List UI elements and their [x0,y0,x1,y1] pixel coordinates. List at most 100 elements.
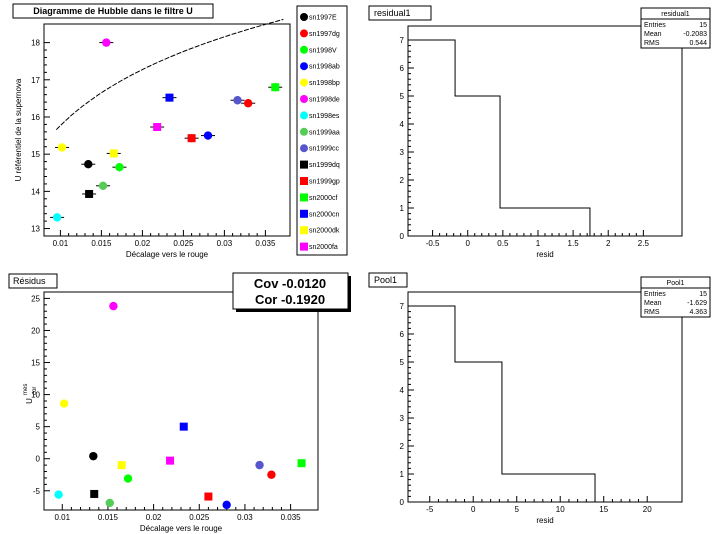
legend-label: sn1999dq [309,162,340,169]
legend-label: sn2000fa [309,244,338,251]
residus-xtick-label: 0.02 [146,513,162,522]
hubble-point [165,93,174,102]
pool1-xtick-label: 15 [599,505,608,514]
residus-point [105,498,114,508]
residus-point [54,490,63,499]
residus-plot-area: 0.01 0.015 0.02 0.025 0.03 0.035 -5 0 5 10 15 20 25 D… [23,291,319,533]
residual1-stats-rms-label: RMS [644,40,660,47]
hubble-xtick-label: 0.035 [255,239,276,248]
hubble-point [57,143,67,152]
residual1-xtick-label: 0 [465,239,470,248]
legend-marker [300,13,308,21]
pool1-xtick-label: 0 [471,505,476,514]
residus-xtick-label: 0.025 [189,513,210,522]
legend-label: sn1998bp [309,80,340,87]
cov-value: Cov -0.0120 [254,276,326,291]
legend-marker [300,209,308,218]
legend-marker [300,29,308,38]
residual1-title: residual1 [374,8,411,18]
pool1-title: Pool1 [374,275,397,285]
hubble-ytick-label: 16 [31,113,40,122]
legend-label: sn1998ab [309,64,340,71]
legend-label: sn1999aa [309,129,340,136]
hubble-ylabel: U référentiel de la supernova [14,78,23,181]
residual1-title-box [368,5,432,21]
residual1-xlabel: resid [536,250,553,259]
hubble-ytick-label: 13 [31,225,40,234]
residual1-stats-box: residual1 Entries 15 Mean -0.2083 RMS 0.544 [640,7,711,49]
hubble-xlabel: Décalage vers le rouge [126,250,209,259]
hubble-xtick-label: 0.01 [53,239,69,248]
residual1-xtick-label: 0.5 [497,239,509,248]
legend-entries: sn1997E sn1997dg sn1998V sn1998ab sn1998bp sn… [300,13,340,251]
residus-ylabel-main: U [25,398,34,404]
legend-marker [300,111,308,120]
residus-point [179,422,188,431]
residual1-stats-mean-value: -0.2083 [683,31,707,38]
residus-xtick-label: 0.03 [237,513,253,522]
legend-marker [300,45,308,54]
residus-ytick-label: 10 [31,391,40,400]
pool1-stats-entries-label: Entries [644,291,666,298]
hubble-xtick-label: 0.02 [135,239,151,248]
residual1-plot-area: -0.5 0 0.5 1 1.5 2 2.5 0 1 2 3 4 5 6 7 resid [400,25,683,259]
pool1-xtick-label: 5 [515,505,520,514]
pool1-xtick-label: -5 [426,505,434,514]
pool1-stats-name: Pool1 [667,280,685,287]
hubble-point [271,83,280,92]
pool1-xtick-label: 20 [643,505,652,514]
cov-box-frame [232,272,349,310]
legend-label: sn1997E [309,15,337,22]
residual1-ytick-label: 1 [400,204,405,213]
residual1-stats-frame [640,7,711,49]
hubble-fit-curve [55,18,284,131]
legend-label: sn1998es [309,113,340,120]
legend-marker [300,242,308,251]
residus-ytick-label: 15 [31,359,40,368]
residus-xtick-label: 0.01 [54,513,70,522]
pool1-frame [407,291,683,503]
hubble-point [84,160,93,169]
residus-ytick-label: 0 [36,455,41,464]
pool1-ytick-label: 4 [400,386,405,395]
legend-marker [300,177,308,185]
residus-panel: 0.01 0.015 0.02 0.025 0.03 0.035 -5 0 5 10 15 20 25 D… [8,272,351,533]
residual1-stats-mean-label: Mean [644,31,662,38]
pool1-ytick-label: 3 [400,414,405,423]
legend-marker [300,144,308,153]
legend-marker [300,226,308,235]
residual1-xtick-label: 1 [536,239,541,248]
legend-marker [300,193,308,202]
hubble-diagram-panel: 0.01 0.015 0.02 0.025 0.03 0.035 13 14 15 16 17 18 D… [12,3,291,259]
legend-label: sn2000dk [309,228,340,235]
residual1-stats-rms-value: 0.544 [689,40,707,47]
hubble-title-box [12,3,214,19]
hubble-point [52,213,62,222]
residual1-xtick-label: -0.5 [426,239,440,248]
residus-ylabel-sup: mes [23,384,29,395]
hubble-ytick-label: 14 [31,187,40,196]
legend-marker [300,78,308,87]
pool1-ytick-label: 2 [400,442,405,451]
pool1-ytick-label: 5 [400,358,405,367]
legend-label: sn2000cn [309,211,339,218]
pool1-stats-rms-label: RMS [644,309,660,316]
hubble-point [109,149,118,158]
hubble-xtick-label: 0.03 [217,239,233,248]
residus-point [255,460,264,470]
residual1-ytick-label: 6 [400,64,405,73]
pool1-ytick-label: 6 [400,330,405,339]
residual1-xtick-label: 2.5 [638,239,650,248]
residus-ytick-label: 20 [31,326,40,335]
hubble-point [153,123,162,132]
residus-point [267,470,276,479]
legend: sn1997E sn1997dg sn1998V sn1998ab sn1998bp sn… [296,5,348,256]
residus-point [117,461,126,470]
residual1-stats-entries-label: Entries [644,22,666,29]
residual1-stats-name: residual1 [661,11,690,18]
